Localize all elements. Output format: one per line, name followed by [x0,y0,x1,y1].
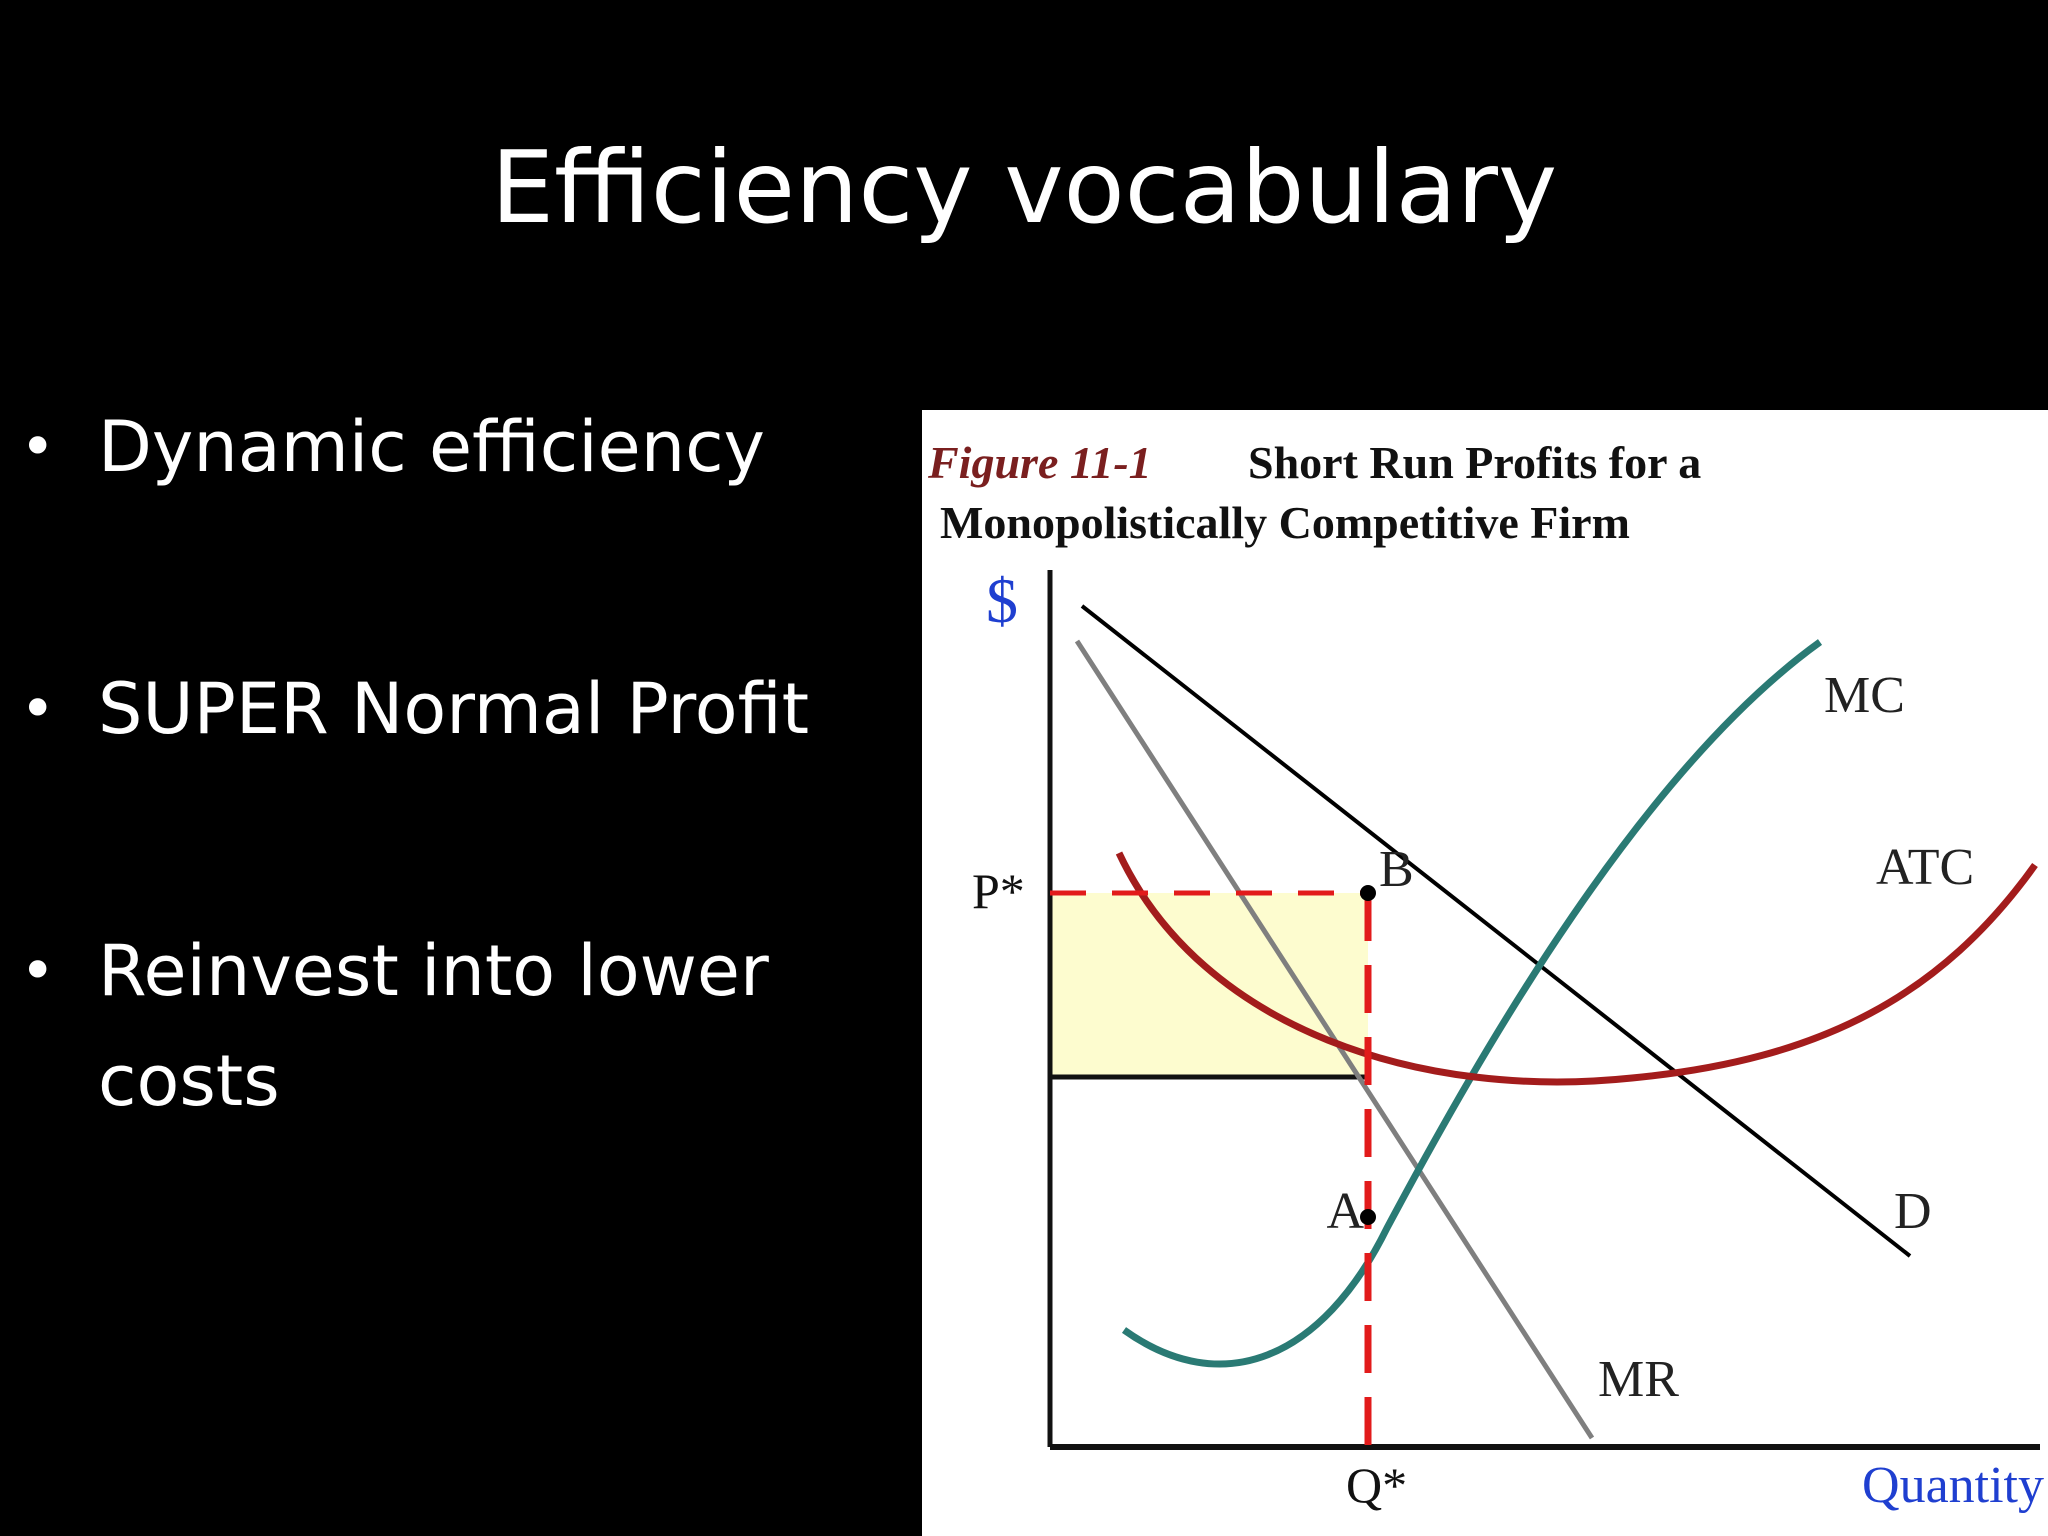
bullet-text: Dynamic efficiency [98,406,765,488]
mc-curve [1121,639,1823,1368]
x-axis-label: Quantity [1862,1457,2044,1514]
bullet-text: Reinvest into lower [98,930,769,1012]
profit-area [1050,893,1368,1077]
figure-caption-title-line1: Short Run Profits for a [1248,437,1701,488]
economics-figure: Figure 11-1 Short Run Profits for a Mono… [922,410,2048,1536]
mr-curve-label: MR [1598,1351,1679,1408]
bullet-dot-icon: • [20,412,56,482]
demand-curve-label: D [1894,1183,1932,1240]
point-b-label: B [1379,841,1414,898]
figure-caption-title-line2: Monopolistically Competitive Firm [940,497,1630,548]
y-axis-label: $ [986,565,1018,636]
mc-curve-label: MC [1824,667,1905,724]
figure-caption-number: Figure 11-1 [927,437,1152,488]
atc-curve [1115,851,2038,1086]
quantity-label: Q* [1346,1457,1407,1513]
point-a-label: A [1326,1183,1364,1240]
slide-title: Efficiency vocabulary [490,129,1558,246]
bullet-dot-icon: • [20,936,56,1006]
figure-diagram: Figure 11-1 Short Run Profits for a Mono… [927,437,2044,1514]
bullet-text: costs [98,1040,280,1122]
price-label: P* [972,863,1025,919]
bullet-dot-icon: • [20,674,56,744]
point-b-marker [1360,885,1376,901]
atc-curve-label: ATC [1876,839,1974,896]
point-a-marker [1360,1209,1376,1225]
demand-curve [1080,604,1912,1258]
bullet-text: SUPER Normal Profit [98,668,810,750]
